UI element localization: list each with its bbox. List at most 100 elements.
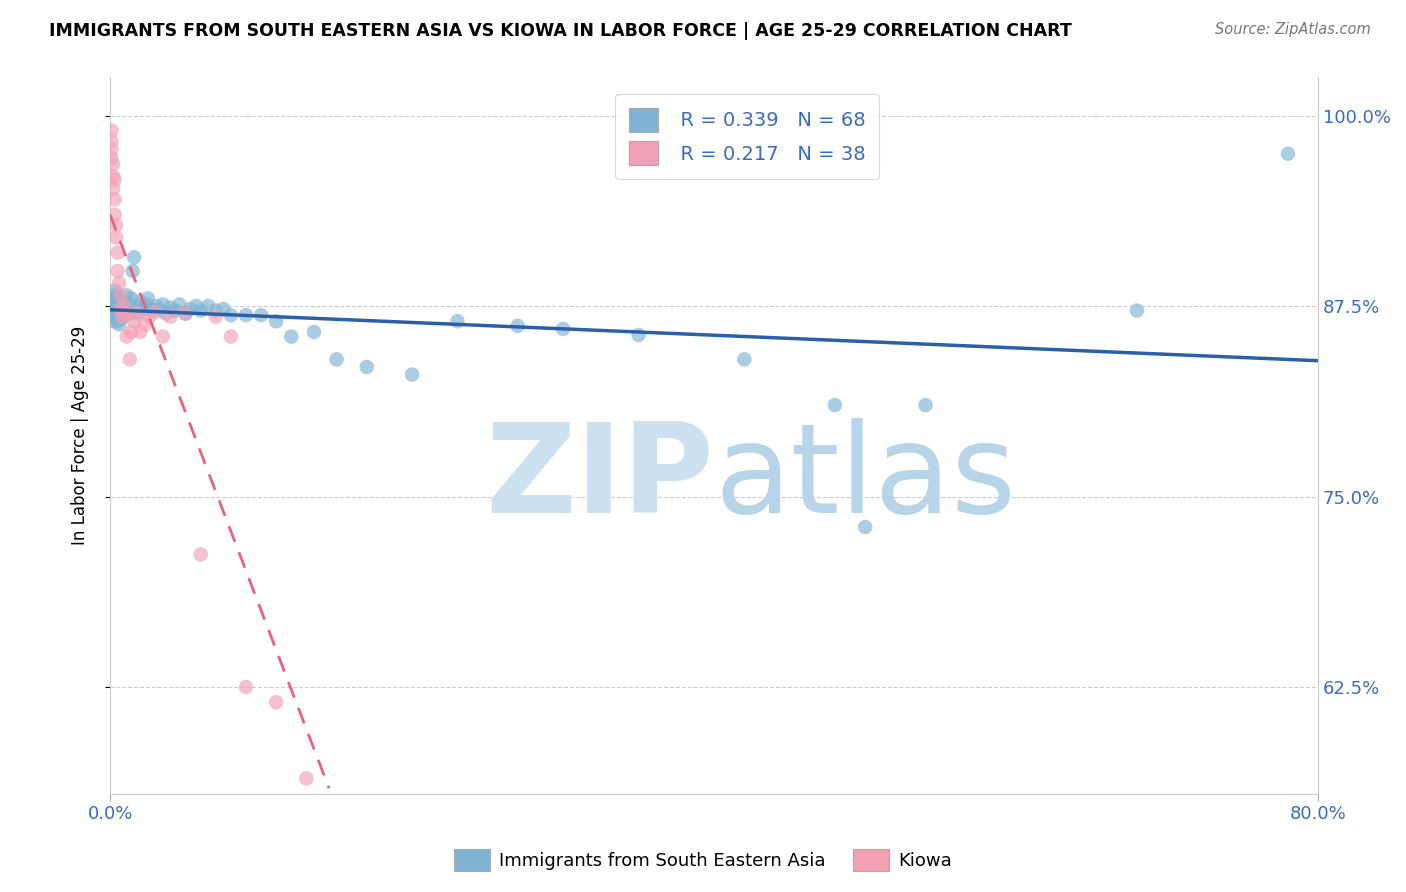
Point xyxy=(139,303,162,318)
Point xyxy=(235,308,257,322)
Point xyxy=(111,311,134,326)
Point xyxy=(122,250,145,264)
Point xyxy=(118,352,141,367)
Point xyxy=(280,329,302,343)
Point xyxy=(132,301,155,316)
Point xyxy=(914,398,936,412)
Point xyxy=(190,548,212,562)
Point xyxy=(159,301,181,315)
Point xyxy=(104,192,127,206)
Point xyxy=(219,329,242,343)
Point xyxy=(204,310,226,324)
Point xyxy=(104,303,127,318)
Point xyxy=(121,264,143,278)
Point xyxy=(105,219,128,233)
Point xyxy=(107,301,129,316)
Point xyxy=(264,314,287,328)
Text: IMMIGRANTS FROM SOUTH EASTERN ASIA VS KIOWA IN LABOR FORCE | AGE 25-29 CORRELATI: IMMIGRANTS FROM SOUTH EASTERN ASIA VS KI… xyxy=(49,22,1071,40)
Point xyxy=(100,135,122,149)
Point xyxy=(1277,146,1299,161)
Point xyxy=(134,318,156,332)
Point xyxy=(325,352,347,367)
Point xyxy=(190,303,212,318)
Point xyxy=(108,294,131,309)
Point xyxy=(111,299,134,313)
Point xyxy=(186,299,208,313)
Point xyxy=(107,292,129,306)
Point xyxy=(101,307,124,321)
Point xyxy=(108,318,131,332)
Point xyxy=(145,299,167,313)
Point xyxy=(100,142,122,156)
Point xyxy=(108,305,131,319)
Point xyxy=(159,310,181,324)
Point xyxy=(197,299,219,313)
Point xyxy=(446,314,468,328)
Point xyxy=(108,276,131,290)
Point xyxy=(235,680,257,694)
Point xyxy=(104,294,127,309)
Point xyxy=(104,314,127,328)
Point xyxy=(105,310,128,324)
Point xyxy=(115,288,138,302)
Point xyxy=(152,329,174,343)
Point xyxy=(104,284,127,298)
Point xyxy=(114,294,136,309)
Point xyxy=(204,303,226,318)
Point xyxy=(163,303,186,318)
Point xyxy=(112,301,135,316)
Point xyxy=(135,297,157,311)
Point xyxy=(122,314,145,328)
Point xyxy=(1126,303,1149,318)
Point xyxy=(128,299,150,313)
Point xyxy=(118,307,141,321)
Point xyxy=(136,292,159,306)
Point xyxy=(107,245,129,260)
Point xyxy=(105,299,128,313)
Point xyxy=(100,124,122,138)
Point xyxy=(127,305,149,319)
Point xyxy=(127,307,149,321)
Text: ZIP: ZIP xyxy=(485,418,714,539)
Point xyxy=(120,292,142,306)
Point xyxy=(212,301,235,316)
Point xyxy=(264,695,287,709)
Point xyxy=(219,308,242,322)
Point xyxy=(101,169,124,184)
Point xyxy=(111,310,134,324)
Point xyxy=(551,322,574,336)
Point xyxy=(152,297,174,311)
Point xyxy=(100,151,122,165)
Text: Source: ZipAtlas.com: Source: ZipAtlas.com xyxy=(1215,22,1371,37)
Point xyxy=(110,296,132,310)
Legend: Immigrants from South Eastern Asia, Kiowa: Immigrants from South Eastern Asia, Kiow… xyxy=(447,842,959,879)
Point xyxy=(155,307,177,321)
Point xyxy=(295,772,318,786)
Point xyxy=(356,359,378,374)
Point xyxy=(104,172,127,186)
Point xyxy=(174,307,197,321)
Point xyxy=(145,305,167,319)
Point xyxy=(107,264,129,278)
Point xyxy=(853,520,876,534)
Point xyxy=(174,307,197,321)
Point xyxy=(101,157,124,171)
Point xyxy=(129,294,152,309)
Point xyxy=(401,368,423,382)
Point xyxy=(101,182,124,196)
Point xyxy=(824,398,846,412)
Point xyxy=(627,328,650,343)
Y-axis label: In Labor Force | Age 25-29: In Labor Force | Age 25-29 xyxy=(72,326,89,545)
Point xyxy=(129,325,152,339)
Point xyxy=(105,288,128,302)
Legend:   R = 0.339   N = 68,   R = 0.217   N = 38: R = 0.339 N = 68, R = 0.217 N = 38 xyxy=(614,95,879,178)
Point xyxy=(250,308,273,322)
Point xyxy=(107,314,129,328)
Point xyxy=(179,301,201,316)
Point xyxy=(138,310,160,324)
Point xyxy=(105,230,128,244)
Point xyxy=(110,301,132,316)
Point xyxy=(506,318,529,333)
Point xyxy=(114,307,136,321)
Text: atlas: atlas xyxy=(714,418,1017,539)
